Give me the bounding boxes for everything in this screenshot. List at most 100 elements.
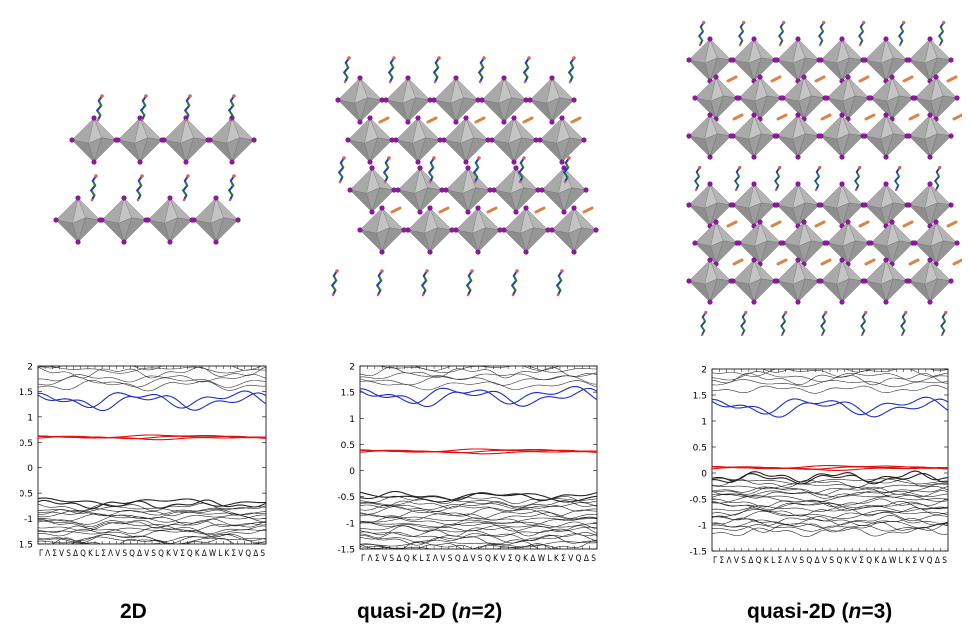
octahedron [441,115,491,165]
organic-cation [338,156,346,184]
small-cation [390,206,402,214]
organic-cation [556,269,564,297]
valence-band [360,502,597,510]
valence-band [712,493,948,503]
octahedron [906,112,954,160]
conduction-band [360,366,597,379]
valence-band [360,500,597,509]
y-tick-label: -0.5 [20,490,33,500]
octahedron [692,219,740,267]
octahedron [53,195,103,245]
blue-band [38,392,266,412]
small-cation [858,75,870,83]
valence-band [360,506,597,518]
band-lines [712,369,948,537]
octahedron [780,74,828,122]
valence-band [38,521,266,533]
organic-cation [774,165,782,192]
y-tick-label: -1 [24,515,33,525]
octahedron [537,115,587,165]
small-cation [946,220,958,228]
small-cation [770,220,782,228]
y-tick-label: -1 [698,522,707,532]
organic-cation [478,56,486,84]
octahedron [383,75,433,125]
caption-quasi2d-n2: quasi-2D (n=2) [357,600,503,623]
small-cation [732,113,744,121]
octahedron [443,165,493,215]
octahedron [99,195,149,245]
conduction-band [360,366,597,371]
organic-cation [900,310,908,337]
valence-band [360,495,597,505]
band-structure-quasi2d-n2: 2 1.5 1 0.5 0 -0.5 -1 -1.5 Γ Λ Σ V S Δ Q K L Σ Λ… [337,363,598,563]
valence-band [360,516,597,524]
organic-cation [376,269,384,297]
y-tick-label: -0.5 [689,496,707,506]
organic-cation [898,20,906,47]
valence-band [38,506,266,513]
valence-band [360,533,597,544]
valence-band [38,518,266,527]
valence-band [38,499,266,510]
organic-cation [96,94,104,122]
octahedron [686,36,734,84]
organic-cation [343,56,351,84]
y-tick-label: 0.5 [20,439,33,449]
organic-cation [894,165,902,192]
octahedron [345,115,395,165]
valence-band [360,534,597,546]
octahedron [491,165,541,215]
conduction-band [38,376,266,388]
valence-band [38,502,266,512]
k-path-labels: Γ Σ Λ V S Δ Q K L Σ Λ V S Q Δ V S Q K V … [713,555,947,565]
small-cation [864,258,876,266]
organic-cation [90,174,98,202]
small-cation [486,206,498,214]
y-tick-label: -1 [346,519,355,529]
organic-cation [182,174,190,202]
octahedron [527,75,577,125]
valence-band [360,516,597,526]
red-band [38,434,266,439]
octahedron [862,112,910,160]
valence-band [712,490,948,498]
organic-cation [466,269,474,297]
small-cation [952,258,962,266]
small-cation [378,116,390,124]
octahedron [431,75,481,125]
valence-band [712,490,948,499]
conduction-band [360,372,597,381]
small-cation [814,75,826,83]
conduction-band [38,366,266,374]
organic-cation [694,165,702,192]
organic-cation [934,165,942,192]
organic-cation [734,165,742,192]
blue-band [360,387,597,408]
small-cation [814,220,826,228]
octahedron [405,205,455,255]
octahedron [818,36,866,84]
octahedron [818,181,866,229]
conduction-band [38,366,266,379]
octahedron [780,219,828,267]
small-cation [908,113,920,121]
y-tick-label: 1.5 [341,389,355,399]
organic-cation [568,56,576,84]
valence-band [712,517,948,526]
organic-cation [938,20,946,47]
organic-cation [700,310,708,337]
conduction-band [360,380,597,391]
octahedron [207,115,257,165]
octahedron [501,205,551,255]
small-cation [946,75,958,83]
structure-quasi2d-n3 [686,20,962,337]
octahedron [824,74,872,122]
small-cation [582,206,594,214]
valence-band [38,541,266,544]
small-cation [952,113,962,121]
valence-band [360,525,597,537]
octahedron [736,219,784,267]
octahedron [824,219,872,267]
small-cation [776,113,788,121]
